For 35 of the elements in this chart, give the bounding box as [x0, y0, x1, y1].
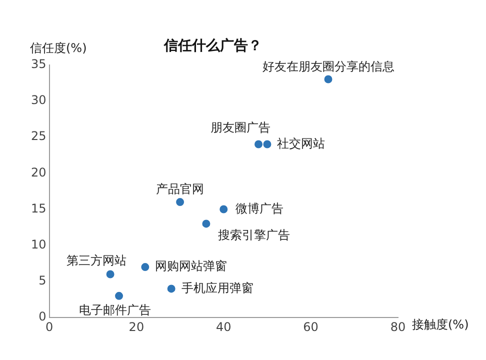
- annotation: 好友在朋友圈分享的信息: [262, 59, 394, 74]
- point: [254, 140, 263, 148]
- point: [141, 263, 150, 272]
- point: [324, 75, 332, 84]
- y-tick-label: 30: [30, 93, 46, 108]
- annotation: 社交网站: [277, 136, 326, 150]
- x-tick-label: 20: [128, 320, 144, 334]
- x-axis-title: 接触度(%): [412, 318, 469, 332]
- annotation: 搜索引擎广告: [218, 228, 290, 242]
- annotation: 手机应用弹窗: [181, 280, 254, 295]
- y-tick-label: 5: [38, 274, 46, 288]
- point: [176, 198, 184, 206]
- y-tick-label: 20: [30, 165, 46, 180]
- annotation: 产品官网: [156, 182, 204, 196]
- y-tick-label: 35: [30, 56, 46, 71]
- point: [263, 140, 272, 148]
- point: [167, 284, 176, 293]
- chart-title: 信任什么广告？: [163, 37, 262, 54]
- point: [220, 205, 228, 214]
- x-tick-label: 40: [216, 320, 232, 334]
- y-tick-label: 15: [30, 201, 46, 216]
- point: [202, 220, 210, 228]
- y-tick-label: 0: [38, 310, 46, 324]
- y-axis-title: 信任度(%): [30, 40, 87, 55]
- annotation: 网购网站弹窗: [155, 259, 228, 274]
- annotation: 第三方网站: [66, 253, 126, 268]
- annotation: 微博广告: [236, 201, 284, 216]
- x-tick-label: 60: [303, 320, 318, 334]
- point: [106, 270, 114, 278]
- point: [115, 292, 124, 300]
- x-tick-label: 80: [390, 320, 406, 334]
- y-tick-label: 10: [30, 237, 46, 252]
- annotation: 朋友圈广告: [210, 120, 271, 134]
- y-tick-label: 25: [30, 129, 46, 144]
- annotation: 电子邮件广告: [79, 303, 152, 318]
